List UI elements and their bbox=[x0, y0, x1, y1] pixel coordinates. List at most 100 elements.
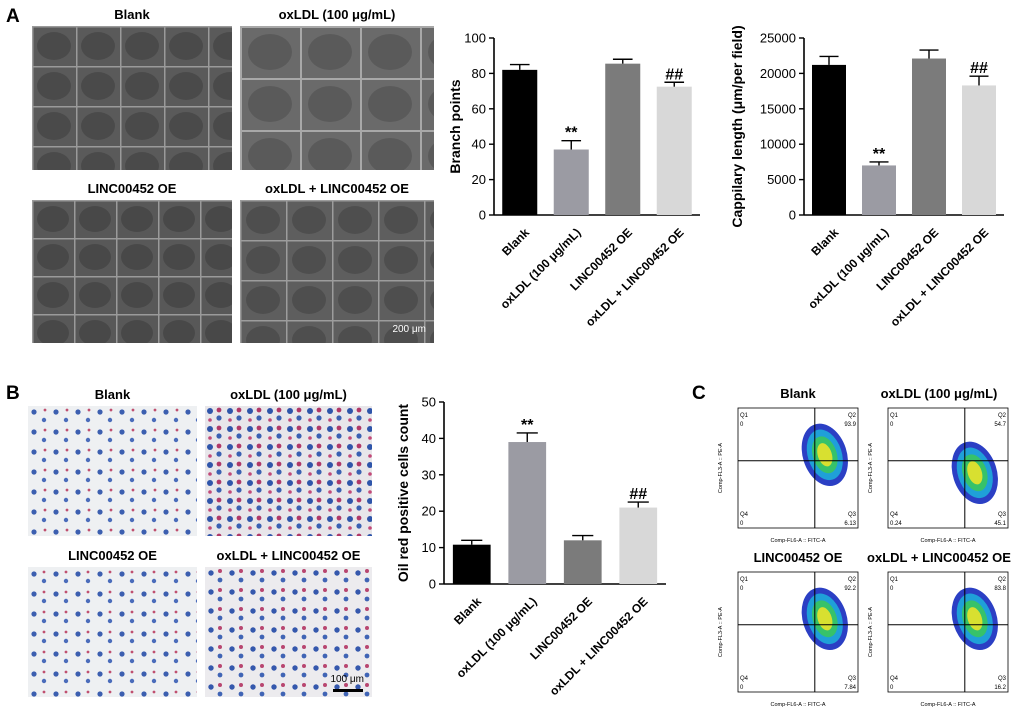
quadrant-value-q4: 0 bbox=[740, 521, 744, 527]
quadrant-name: Q3 bbox=[998, 676, 1007, 682]
plot-frame bbox=[887, 571, 1009, 693]
y-axis-label: Oil red positive cells count bbox=[395, 404, 411, 582]
quadrant-value-q3: 16.2 bbox=[994, 685, 1006, 691]
quadrant-value-q4: 0 bbox=[740, 685, 744, 691]
bar bbox=[812, 64, 846, 216]
plot-frame bbox=[887, 407, 1009, 529]
quadrant-value-q1: 0 bbox=[890, 422, 894, 428]
quadrant-name: Q1 bbox=[890, 413, 899, 419]
bar bbox=[508, 442, 547, 584]
micrograph-oilred-linc bbox=[28, 567, 197, 697]
quadrant-value-q2: 92.2 bbox=[844, 586, 856, 592]
x-tick-label: Blank bbox=[499, 225, 532, 258]
micrograph-tube-linc bbox=[32, 200, 232, 343]
bar bbox=[563, 540, 602, 584]
quadrant-value-q3: 45.1 bbox=[994, 521, 1006, 527]
quadrant-name: Q2 bbox=[998, 577, 1007, 583]
c-title-oxldl: oxLDL (100 μg/mL) bbox=[880, 386, 998, 401]
significance-label: ## bbox=[970, 60, 988, 77]
flow-y-axis-label: Comp-FL3-A :: PE-A bbox=[718, 607, 724, 657]
micrograph-oilred-oxldl bbox=[205, 406, 372, 536]
x-tick-label: oxLDL + LINC00452 OE bbox=[583, 225, 687, 329]
flow-y-axis-label: Comp-FL3-A :: PE-A bbox=[868, 607, 874, 657]
quadrant-value-q2: 54.7 bbox=[994, 422, 1006, 428]
micrograph-tube-oxldl bbox=[240, 26, 434, 170]
flow-x-axis-label: Comp-FL6-A :: FITC-A bbox=[920, 702, 975, 708]
a-title-combo: oxLDL + LINC00452 OE bbox=[265, 181, 409, 196]
quadrant-value-q1: 0 bbox=[890, 586, 894, 592]
plot-frame bbox=[737, 571, 859, 693]
flow-x-axis-label: Comp-FL6-A :: FITC-A bbox=[770, 538, 825, 544]
c-title-blank: Blank bbox=[780, 386, 816, 401]
scale-label-200um: 200 μm bbox=[392, 324, 426, 335]
y-tick-label: 100 bbox=[464, 31, 486, 46]
y-tick-label: 30 bbox=[422, 467, 436, 482]
a-title-oxldl: oxLDL (100 μg/mL) bbox=[278, 7, 396, 22]
quadrant-name: Q3 bbox=[848, 676, 857, 682]
panel-letter-b: B bbox=[6, 383, 20, 404]
bar bbox=[912, 58, 946, 216]
y-tick-label: 60 bbox=[472, 101, 486, 116]
x-tick-label: oxLDL + LINC00452 OE bbox=[888, 225, 992, 329]
bar bbox=[619, 507, 658, 584]
chart-oil-red-count: 0 10 20 30 40 50 Oil red positive cells count B… bbox=[395, 395, 666, 698]
y-tick-label: 20000 bbox=[760, 66, 796, 81]
flow-x-axis-label: Comp-FL6-A :: FITC-A bbox=[770, 702, 825, 708]
flow-y-axis-label: Comp-FL3-A :: PE-A bbox=[868, 443, 874, 493]
y-tick-label: 40 bbox=[422, 431, 436, 446]
quadrant-name: Q1 bbox=[890, 577, 899, 583]
y-tick-label: 0 bbox=[429, 577, 436, 592]
y-tick-label: 20 bbox=[472, 172, 486, 187]
bar bbox=[962, 85, 996, 215]
plot-frame bbox=[737, 407, 859, 529]
y-tick-label: 10000 bbox=[760, 137, 796, 152]
y-tick-label: 5000 bbox=[767, 172, 796, 187]
significance-label: ** bbox=[521, 417, 534, 434]
x-tick-label: Blank bbox=[451, 594, 484, 627]
quadrant-name: Q4 bbox=[890, 676, 899, 682]
quadrant-name: Q2 bbox=[848, 413, 857, 419]
micrograph-tube-blank bbox=[32, 26, 232, 170]
a-title-linc: LINC00452 OE bbox=[87, 181, 177, 196]
micrograph-oilred-blank bbox=[28, 406, 197, 536]
quadrant-name: Q1 bbox=[740, 413, 749, 419]
quadrant-value-q1: 0 bbox=[740, 422, 744, 428]
y-tick-label: 15000 bbox=[760, 101, 796, 116]
significance-label: ** bbox=[565, 125, 578, 142]
y-tick-label: 25000 bbox=[760, 31, 796, 46]
y-tick-label: 80 bbox=[472, 66, 486, 81]
quadrant-name: Q2 bbox=[848, 577, 857, 583]
quadrant-value-q2: 83.8 bbox=[994, 586, 1006, 592]
c-title-linc: LINC00452 OE bbox=[753, 550, 843, 565]
scale-label-100um: 100 μm bbox=[330, 674, 364, 685]
micrograph-tube-combo: 200 μm bbox=[240, 200, 434, 343]
x-tick-label: oxLDL + LINC00452 OE bbox=[547, 594, 651, 698]
quadrant-name: Q4 bbox=[890, 512, 899, 518]
b-title-oxldl: oxLDL (100 μg/mL) bbox=[230, 387, 347, 402]
quadrant-value-q1: 0 bbox=[740, 586, 744, 592]
y-tick-label: 40 bbox=[472, 137, 486, 152]
quadrant-value-q4: 0 bbox=[890, 685, 894, 691]
bar bbox=[862, 165, 896, 215]
panel-letter-a: A bbox=[6, 6, 20, 27]
quadrant-name: Q4 bbox=[740, 676, 749, 682]
quadrant-value-q2: 93.9 bbox=[844, 422, 856, 428]
quadrant-value-q3: 7.84 bbox=[844, 685, 856, 691]
quadrant-name: Q1 bbox=[740, 577, 749, 583]
y-tick-label: 20 bbox=[422, 504, 436, 519]
scale-bar bbox=[333, 689, 363, 692]
y-tick-label: 10 bbox=[422, 540, 436, 555]
quadrant-name: Q4 bbox=[740, 512, 749, 518]
b-title-combo: oxLDL + LINC00452 OE bbox=[216, 548, 361, 563]
flow-x-axis-label: Comp-FL6-A :: FITC-A bbox=[920, 538, 975, 544]
panel-letter-c: C bbox=[692, 383, 706, 404]
x-tick-label: Blank bbox=[808, 225, 841, 258]
y-tick-label: 0 bbox=[479, 208, 486, 223]
y-axis-label: Branch points bbox=[447, 79, 463, 173]
a-title-blank: Blank bbox=[114, 7, 150, 22]
flow-y-axis-label: Comp-FL3-A :: PE-A bbox=[718, 443, 724, 493]
